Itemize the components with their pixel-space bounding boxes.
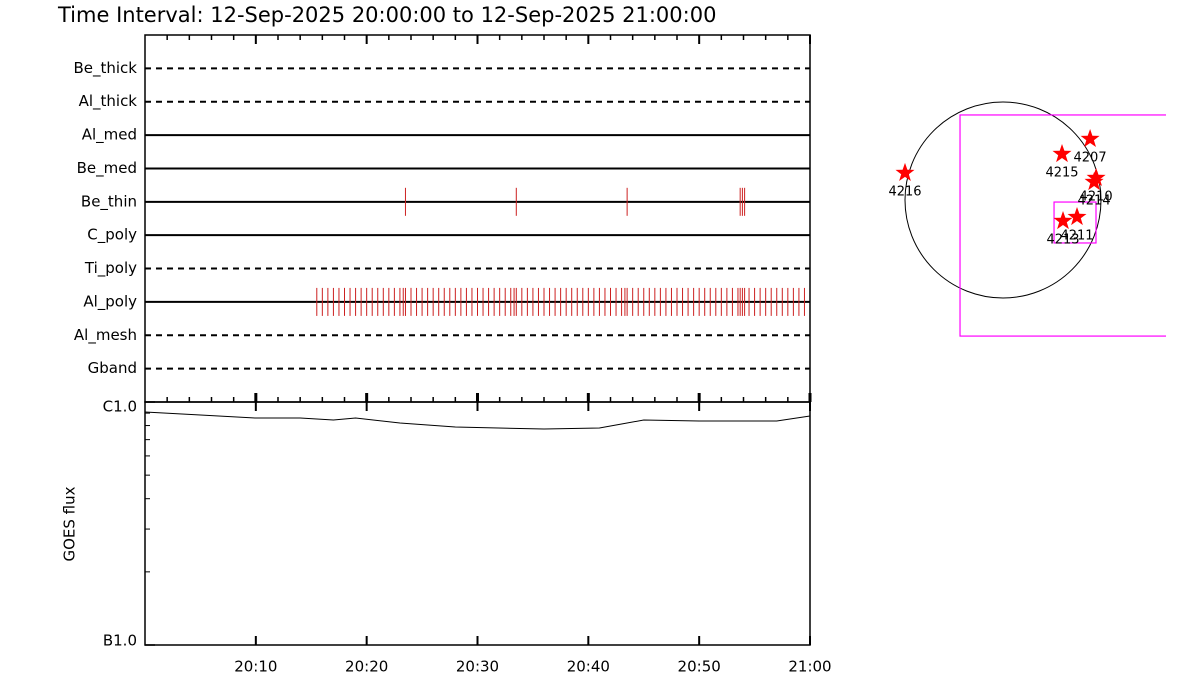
region-label: 4214 (1078, 194, 1111, 209)
x-tick-label: 21:00 (788, 658, 831, 676)
region-star (1067, 207, 1087, 226)
filter-label: Al_mesh (74, 326, 137, 345)
region-label: 4213 (1046, 233, 1079, 248)
fov-box (959, 114, 1166, 337)
region-label: 4216 (888, 184, 921, 199)
title: Time Interval: 12-Sep-2025 20:00:00 to 1… (57, 3, 716, 27)
y-tick-label: C1.0 (103, 398, 137, 416)
region-label: 4211 (1060, 229, 1093, 244)
filter-label: C_poly (87, 226, 137, 245)
filter-label: Be_thin (81, 192, 137, 211)
filter-label: Be_thick (73, 59, 137, 78)
x-tick-label: 20:10 (234, 658, 277, 676)
filter-label: Al_poly (83, 292, 137, 311)
y-tick-label: B1.0 (103, 632, 137, 650)
region-label: 4210 (1080, 189, 1113, 204)
x-tick-label: 20:20 (345, 658, 388, 676)
fov-box (1053, 201, 1097, 244)
region-star (1084, 172, 1104, 191)
filter-label: Ti_poly (84, 259, 137, 278)
region-star (895, 162, 915, 181)
filter-panel (144, 34, 811, 403)
region-star (1080, 129, 1100, 147)
x-tick-label: 20:40 (567, 658, 610, 676)
region-star (1053, 211, 1073, 230)
filter-label: Al_med (82, 126, 137, 145)
region-star (1052, 144, 1072, 163)
y-axis-label: GOES flux (61, 486, 79, 561)
x-tick-label: 20:30 (456, 658, 499, 676)
goes-panel (144, 401, 811, 646)
region-label: 4207 (1074, 150, 1107, 165)
x-tick-label: 20:50 (678, 658, 721, 676)
solar-limb (904, 101, 1102, 299)
region-star (1086, 167, 1106, 186)
filter-label: Be_med (77, 159, 137, 178)
filter-label: Gband (88, 359, 137, 377)
goes-curve (144, 411, 811, 430)
region-label: 4215 (1045, 165, 1078, 180)
filter-label: Al_thick (79, 92, 138, 111)
